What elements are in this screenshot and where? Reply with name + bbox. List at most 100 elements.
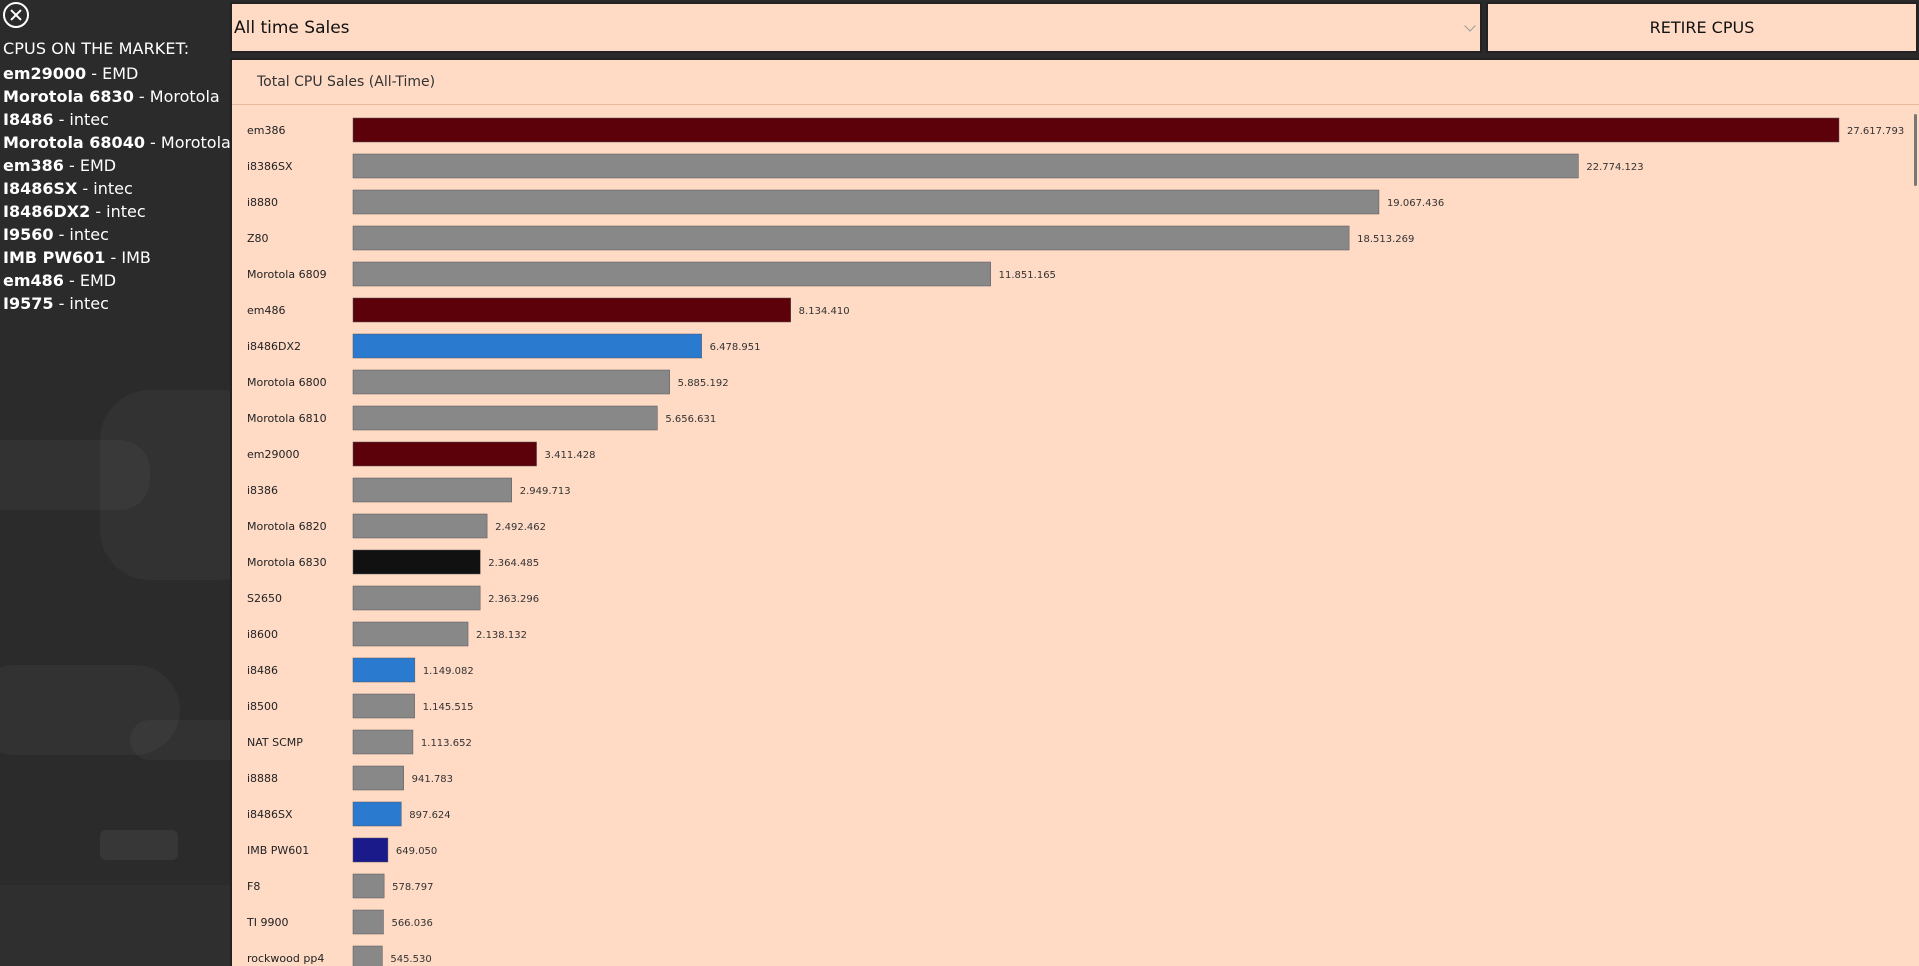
value-label: 578.797 xyxy=(392,882,433,893)
category-label: Morotola 6810 xyxy=(247,412,327,425)
sales-bar[interactable] xyxy=(352,657,416,683)
value-label: 8.134.410 xyxy=(799,306,850,317)
value-label: 2.949.713 xyxy=(520,486,571,497)
sales-period-select[interactable]: All time Sales xyxy=(230,2,1482,53)
value-label: 1.113.652 xyxy=(421,738,472,749)
category-label: Morotola 6809 xyxy=(247,268,327,281)
sales-period-value: All time Sales xyxy=(234,17,350,38)
value-label: 19.067.436 xyxy=(1387,198,1444,209)
sales-bar[interactable] xyxy=(352,153,1579,179)
market-list-item: I8486DX2 - intec xyxy=(3,200,230,223)
category-label: i8386SX xyxy=(247,160,293,173)
cpu-maker: - Morotola xyxy=(133,87,220,106)
category-label: i8888 xyxy=(247,772,278,785)
category-label: NAT SCMP xyxy=(247,736,303,749)
sales-bar[interactable] xyxy=(352,873,385,899)
category-label: i8600 xyxy=(247,628,278,641)
cpu-maker: - intec xyxy=(53,294,109,313)
market-list-item: I8486 - intec xyxy=(3,108,230,131)
market-list-item: I9560 - intec xyxy=(3,223,230,246)
value-label: 5.885.192 xyxy=(678,378,729,389)
sales-bar[interactable] xyxy=(352,729,414,755)
value-label: 1.145.515 xyxy=(423,702,474,713)
cpu-maker: - EMD xyxy=(86,64,139,83)
sales-bar-chart: em386 27.617.793 i8386SX 22.774.123 i8880 19.… xyxy=(246,117,1904,966)
market-list: em29000 - EMD Morotola 6830 - Morotola I84… xyxy=(3,62,230,315)
retire-cpus-button[interactable]: RETIRE CPUS xyxy=(1486,2,1918,53)
cpu-maker: - intec xyxy=(53,225,109,244)
value-label: 22.774.123 xyxy=(1586,162,1643,173)
sidebar: CPUS ON THE MARKET: em29000 - EMD Morotol… xyxy=(0,0,230,966)
market-list-item: em29000 - EMD xyxy=(3,62,230,85)
value-label: 897.624 xyxy=(409,810,450,821)
background-shape xyxy=(100,830,178,860)
cpu-name: I9560 xyxy=(3,225,54,244)
sales-bar[interactable] xyxy=(352,801,402,827)
value-label: 18.513.269 xyxy=(1357,234,1414,245)
market-list-item: Morotola 68040 - Morotola xyxy=(3,131,230,154)
category-label: i8500 xyxy=(247,700,278,713)
cpu-name: em386 xyxy=(3,156,64,175)
sales-bar[interactable] xyxy=(352,405,658,431)
market-list-item: I8486SX - intec xyxy=(3,177,230,200)
value-label: 6.478.951 xyxy=(710,342,761,353)
sales-bar[interactable] xyxy=(352,477,512,503)
sales-bar[interactable] xyxy=(352,117,1840,143)
category-label: em486 xyxy=(247,304,285,317)
cpu-maker: - intec xyxy=(90,202,146,221)
category-label: TI 9900 xyxy=(246,916,288,929)
sales-bar[interactable] xyxy=(352,693,415,719)
category-label: IMB PW601 xyxy=(247,844,309,857)
category-label: i8486SX xyxy=(247,808,293,821)
market-list-item: em386 - EMD xyxy=(3,154,230,177)
background-shape xyxy=(0,440,150,510)
sales-bar[interactable] xyxy=(352,765,404,791)
market-list-item: IMB PW601 - IMB xyxy=(3,246,230,269)
cpu-name: I8486 xyxy=(3,110,54,129)
value-label: 941.783 xyxy=(412,774,453,785)
sales-bar[interactable] xyxy=(352,261,991,287)
cpu-maker: - intec xyxy=(77,179,133,198)
chart-title: Total CPU Sales (All-Time) xyxy=(257,74,436,90)
sales-bar[interactable] xyxy=(352,441,537,467)
sales-bar[interactable] xyxy=(352,945,383,966)
chevron-down-icon xyxy=(1464,20,1476,32)
value-label: 2.363.296 xyxy=(488,594,539,605)
cpu-name: Morotola 68040 xyxy=(3,133,145,152)
sales-bar[interactable] xyxy=(352,333,702,359)
value-label: 649.050 xyxy=(396,846,437,857)
cpu-name: Morotola 6830 xyxy=(3,87,134,106)
value-label: 2.364.485 xyxy=(488,558,539,569)
chart-header: Total CPU Sales (All-Time) xyxy=(232,60,1919,105)
value-label: 2.138.132 xyxy=(476,630,527,641)
sales-bar[interactable] xyxy=(352,189,1380,215)
sales-bar[interactable] xyxy=(352,225,1350,251)
category-label: Morotola 6830 xyxy=(247,556,327,569)
cpu-name: em29000 xyxy=(3,64,87,83)
background-shape xyxy=(0,885,230,966)
sales-bar[interactable] xyxy=(352,513,488,539)
sales-bar[interactable] xyxy=(352,909,384,935)
value-label: 11.851.165 xyxy=(999,270,1056,281)
cpu-name: em486 xyxy=(3,271,64,290)
sales-bar[interactable] xyxy=(352,837,389,863)
chart-scrollbar[interactable] xyxy=(1914,114,1917,186)
close-icon[interactable] xyxy=(3,2,29,28)
category-label: i8486DX2 xyxy=(247,340,301,353)
category-label: Morotola 6800 xyxy=(247,376,327,389)
value-label: 3.411.428 xyxy=(545,450,596,461)
sales-bar[interactable] xyxy=(352,585,481,611)
value-label: 1.149.082 xyxy=(423,666,474,677)
cpu-maker: - IMB xyxy=(105,248,151,267)
sales-bar[interactable] xyxy=(352,297,791,323)
category-label: S2650 xyxy=(247,592,282,605)
market-list-item: em486 - EMD xyxy=(3,269,230,292)
sales-bar[interactable] xyxy=(352,369,670,395)
sales-bar[interactable] xyxy=(352,549,481,575)
value-label: 566.036 xyxy=(391,918,432,929)
cpu-maker: - EMD xyxy=(63,156,117,175)
sales-bar[interactable] xyxy=(352,621,469,647)
category-label: i8486 xyxy=(247,664,278,677)
market-list-item: Morotola 6830 - Morotola xyxy=(3,85,230,108)
market-list-item: I9575 - intec xyxy=(3,292,230,315)
